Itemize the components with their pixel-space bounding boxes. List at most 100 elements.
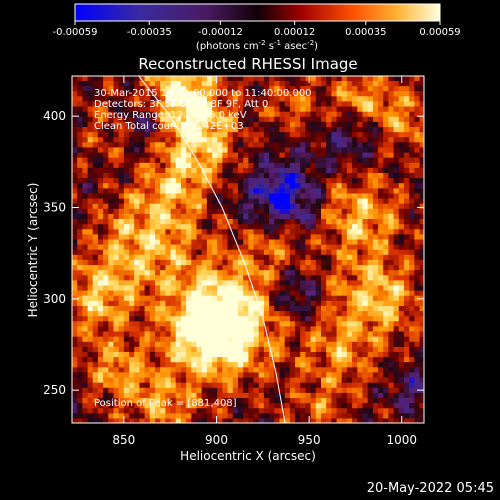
heatmap-cell <box>274 76 281 81</box>
heatmap-cell <box>419 106 424 112</box>
heatmap-cell <box>414 341 421 347</box>
heatmap-cell <box>336 351 343 358</box>
heatmap-cell <box>186 233 192 240</box>
heatmap-cell <box>72 407 78 414</box>
heatmap-cell <box>165 85 172 92</box>
heatmap-cell <box>383 377 389 383</box>
heatmap-cell <box>232 254 239 260</box>
heatmap-cell <box>82 412 89 419</box>
heatmap-cell <box>134 279 140 286</box>
heatmap-cell <box>113 172 120 179</box>
heatmap-cell <box>108 126 115 133</box>
heatmap-cell <box>388 295 395 301</box>
heatmap-cell <box>196 198 203 204</box>
heatmap-cell <box>118 146 125 153</box>
heatmap-cell <box>103 90 109 97</box>
heatmap-cell <box>97 356 104 363</box>
heatmap-cell <box>186 131 192 138</box>
heatmap-cell <box>191 325 198 332</box>
heatmap-cell <box>398 223 405 230</box>
heatmap-cell <box>341 141 348 148</box>
heatmap-cell <box>222 356 229 363</box>
heatmap-cell <box>300 346 306 352</box>
heatmap-cell <box>180 116 187 122</box>
heatmap-cell <box>352 295 358 301</box>
heatmap-cell <box>139 244 146 250</box>
heatmap-cell <box>258 331 265 337</box>
heatmap-cell <box>321 131 327 138</box>
heatmap-cell <box>103 187 109 194</box>
heatmap-cell <box>398 167 405 173</box>
heatmap-cell <box>326 208 332 214</box>
heatmap-cell <box>253 136 260 143</box>
heatmap-cell <box>77 228 83 235</box>
heatmap-cell <box>295 305 301 312</box>
heatmap-cell <box>378 167 384 173</box>
heatmap-cell <box>82 228 89 235</box>
heatmap-cell <box>222 228 229 235</box>
heatmap-cell <box>77 167 83 173</box>
heatmap-cell <box>180 417 187 423</box>
heatmap-cell <box>409 387 415 393</box>
heatmap-cell <box>149 203 156 209</box>
heatmap-cell <box>232 233 239 240</box>
heatmap-cell <box>341 264 348 271</box>
heatmap-cell <box>238 187 244 194</box>
heatmap-cell <box>77 387 83 393</box>
heatmap-cell <box>248 85 255 92</box>
heatmap-cell <box>103 412 109 419</box>
heatmap-cell <box>113 111 120 117</box>
heatmap-cell <box>310 228 317 235</box>
heatmap-cell <box>232 136 239 143</box>
heatmap-cell <box>414 203 421 209</box>
heatmap-cell <box>248 259 255 266</box>
heatmap-cell <box>108 417 115 423</box>
heatmap-cell <box>232 80 239 87</box>
heatmap-cell <box>331 295 338 301</box>
heatmap-cell <box>243 116 249 122</box>
heatmap-cell <box>414 192 421 199</box>
heatmap-cell <box>238 254 244 260</box>
heatmap-cell <box>92 218 99 225</box>
heatmap-cell <box>300 182 306 189</box>
heatmap-cell <box>372 249 379 255</box>
heatmap-cell <box>191 402 198 409</box>
heatmap-cell <box>404 402 410 409</box>
heatmap-cell <box>118 336 125 342</box>
heatmap-cell <box>414 295 421 301</box>
heatmap-cell <box>414 218 421 225</box>
heatmap-cell <box>180 198 187 204</box>
heatmap-cell <box>346 264 353 271</box>
heatmap-cell <box>263 116 270 122</box>
heatmap-cell <box>97 233 104 240</box>
heatmap-cell <box>315 182 322 189</box>
heatmap-cell <box>243 106 249 112</box>
heatmap-cell <box>300 325 306 332</box>
heatmap-cell <box>97 228 104 235</box>
heatmap-cell <box>362 111 369 117</box>
heatmap-cell <box>274 238 281 245</box>
heatmap-cell <box>139 305 146 312</box>
heatmap-cell <box>87 208 94 214</box>
heatmap-cell <box>331 310 338 317</box>
heatmap-cell <box>367 90 374 97</box>
heatmap-cell <box>227 182 234 189</box>
heatmap-cell <box>170 325 177 332</box>
heatmap-cell <box>258 177 265 184</box>
heatmap-cell <box>269 341 275 347</box>
heatmap-cell <box>103 315 109 322</box>
heatmap-cell <box>103 136 109 143</box>
heatmap-cell <box>419 346 424 352</box>
heatmap-cell <box>206 187 213 194</box>
heatmap-cell <box>103 300 109 306</box>
heatmap-cell <box>284 290 291 296</box>
heatmap-cell <box>97 167 104 173</box>
heatmap-cell <box>191 417 198 423</box>
heatmap-cell <box>87 111 94 117</box>
heatmap-cell <box>409 90 415 97</box>
heatmap-cell <box>87 141 94 148</box>
heatmap-cell <box>357 100 364 107</box>
heatmap-cell <box>180 218 187 225</box>
heatmap-cell <box>305 377 312 383</box>
